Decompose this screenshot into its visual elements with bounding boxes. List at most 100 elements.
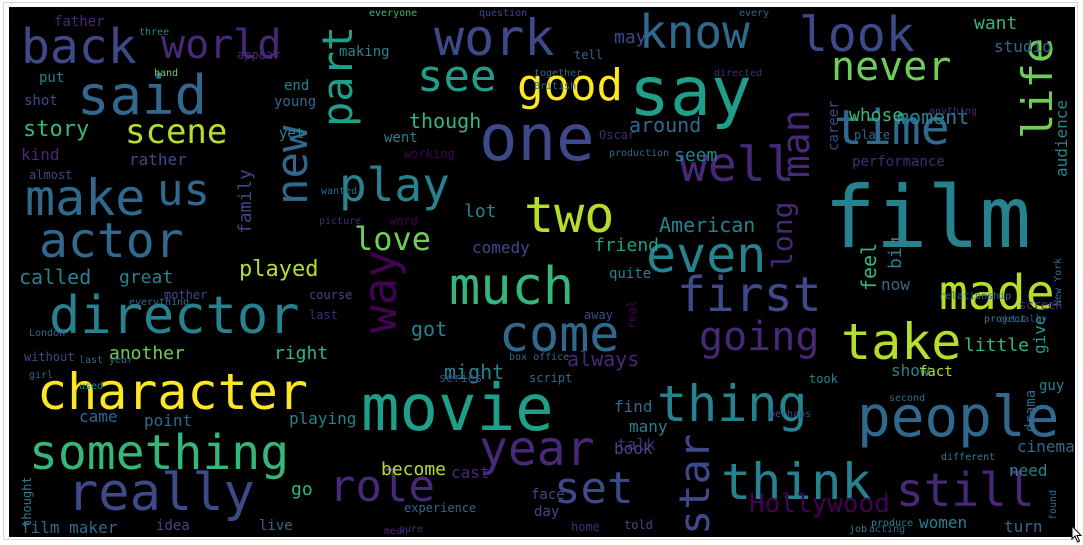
cloud-word: even	[646, 226, 767, 284]
cloud-word: face	[531, 487, 565, 503]
cloud-word: together	[534, 68, 583, 79]
cloud-word: everyone	[369, 8, 418, 19]
cloud-word: take	[841, 313, 962, 371]
cloud-word: told	[624, 518, 653, 532]
cloud-word: people	[857, 385, 1060, 450]
cloud-word: everything	[129, 297, 190, 308]
cloud-word: made	[939, 265, 1055, 321]
cloud-word: used	[79, 381, 104, 392]
cloud-word: though	[409, 109, 482, 133]
cloud-word: performance	[852, 154, 945, 170]
cloud-word: kind	[21, 145, 60, 164]
cloud-word: film	[824, 168, 1032, 268]
cloud-word: screen	[1019, 298, 1063, 312]
cloud-word: day	[534, 504, 560, 520]
cloud-word: women	[919, 513, 968, 532]
cloud-word: picture	[319, 216, 362, 227]
cloud-word: find	[614, 397, 653, 416]
cloud-word: friend	[594, 235, 660, 256]
cloud-word: story	[23, 117, 90, 142]
cloud-word: long	[766, 201, 799, 269]
cloud-word: love	[354, 220, 432, 258]
cloud-word: wanted	[321, 186, 358, 197]
cloud-word: cast	[451, 463, 490, 482]
cloud-word: American	[659, 213, 756, 237]
cloud-word: always	[567, 347, 640, 371]
cloud-word: may	[614, 27, 647, 48]
cloud-word: live	[259, 518, 293, 534]
word-cloud: film movie one say character something people r…	[9, 7, 1075, 537]
cloud-word: directed	[714, 68, 763, 79]
cloud-word: three	[139, 27, 170, 38]
cloud-word: second	[889, 393, 926, 404]
image-frame: film movie one say character something people r…	[3, 2, 1078, 540]
cloud-word: question	[479, 8, 528, 19]
cloud-word: around	[629, 113, 702, 137]
cloud-word: different	[941, 452, 996, 463]
cloud-word: point	[144, 411, 193, 430]
cloud-word: little	[964, 335, 1030, 356]
cloud-word: star	[670, 433, 719, 535]
cloud-word: London	[29, 328, 66, 339]
cloud-word: first	[677, 267, 822, 323]
cloud-word: career	[826, 100, 842, 152]
cloud-word: now	[881, 275, 910, 294]
cloud-word: come	[499, 305, 620, 363]
cloud-word: mean	[384, 526, 409, 537]
cloud-word: still	[896, 463, 1035, 517]
cloud-word: much	[449, 257, 575, 317]
cloud-word: home	[571, 520, 600, 534]
cloud-word: moment	[897, 105, 970, 129]
cloud-word: character	[37, 363, 308, 421]
cloud-word: drama	[1023, 389, 1039, 432]
cloud-word: become	[381, 459, 447, 480]
cloud-word: word	[389, 214, 418, 228]
cloud-word: world	[161, 22, 282, 68]
cloud-word: play	[339, 158, 450, 212]
cloud-word: audience	[1052, 100, 1071, 178]
cloud-word: want	[974, 13, 1018, 34]
cloud-word: place	[854, 128, 891, 142]
cloud-word: fact	[919, 364, 953, 380]
cloud-word: project	[984, 314, 1027, 325]
cloud-word: found	[1048, 489, 1059, 520]
cloud-word: young	[274, 94, 317, 110]
cloud-word: going	[699, 314, 820, 360]
cloud-word: many	[629, 417, 668, 436]
cloud-word: set	[554, 463, 634, 514]
cloud-word: role	[329, 461, 435, 512]
cloud-word: thing	[657, 375, 808, 433]
cloud-word: New York	[1053, 257, 1064, 306]
cloud-word: make	[25, 169, 146, 227]
cloud-word: rather	[129, 150, 187, 169]
cloud-word: scene	[125, 112, 228, 152]
cloud-word: away	[584, 308, 613, 322]
cloud-word: studio	[994, 37, 1052, 56]
cloud-word: experience	[404, 501, 477, 515]
cloud-word: every	[739, 8, 770, 19]
cloud-word: father	[54, 14, 105, 30]
cloud-word: without	[24, 350, 75, 364]
cloud-word: great	[119, 267, 174, 288]
cloud-word: job	[849, 524, 868, 535]
cloud-word: perhaps	[769, 409, 812, 420]
cloud-word: right	[274, 343, 329, 364]
cloud-word: came	[79, 407, 118, 426]
cloud-word: series	[439, 371, 483, 385]
cloud-word: talk	[617, 435, 656, 454]
cloud-word: yet	[279, 126, 305, 142]
cloud-word: might	[444, 360, 505, 384]
cloud-word: need	[1009, 461, 1048, 480]
cloud-word: know	[639, 7, 750, 59]
cloud-word: last year	[79, 355, 134, 366]
cloud-word: hand	[154, 68, 179, 79]
cloud-word: family	[235, 169, 256, 235]
cloud-word: good	[517, 60, 623, 111]
cloud-word: whose	[849, 105, 904, 126]
cloud-word: actually	[999, 314, 1048, 325]
cloud-word: look	[799, 7, 915, 63]
cloud-word: another	[109, 343, 185, 364]
cloud-word: idea	[156, 518, 190, 534]
cloud-word: back	[21, 19, 137, 75]
cloud-word: end	[284, 78, 310, 94]
